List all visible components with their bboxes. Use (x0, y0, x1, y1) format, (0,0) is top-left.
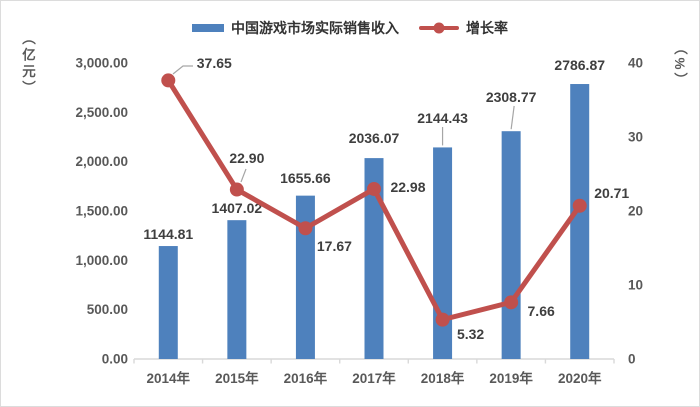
right-axis-title: （%） (672, 41, 687, 90)
x-axis-category-label: 2016年 (284, 370, 328, 386)
bar-value-label: 2144.43 (417, 110, 468, 126)
left-axis-tick-label: 3,000.00 (75, 56, 128, 71)
left-axis-title: （亿元） (20, 31, 35, 97)
line-value-label: 22.90 (229, 150, 264, 166)
legend-label-growth: 增长率 (466, 20, 508, 36)
line-label-leader (172, 65, 193, 75)
bar-value-label: 2036.07 (349, 130, 400, 146)
bar-value-label: 2786.87 (554, 57, 605, 73)
bar-value-label: 1407.02 (212, 200, 263, 216)
right-axis-tick-label: 20 (628, 204, 643, 219)
x-axis-category-label: 2020年 (558, 370, 602, 386)
left-axis-tick-label: 1,000.00 (75, 253, 128, 268)
line-label-leader (240, 168, 247, 183)
bar-2018年 (433, 147, 453, 359)
line-value-label: 22.98 (390, 179, 425, 195)
line-series-marker-icon (433, 22, 445, 34)
line-value-label: 37.65 (197, 55, 232, 71)
legend: 中国游戏市场实际销售收入 增长率 (1, 18, 699, 38)
bar-value-label: 2308.77 (486, 89, 537, 105)
left-axis-tick-label: 2,000.00 (75, 154, 128, 169)
bar-value-label: 1144.81 (143, 226, 193, 242)
legend-item-growth: 增长率 (419, 18, 508, 38)
right-axis-tick-label: 40 (628, 56, 643, 71)
x-axis-category-label: 2018年 (421, 370, 465, 386)
line-marker-2020年 (572, 198, 587, 213)
left-axis-tick-label: 500.00 (87, 302, 128, 317)
x-axis-category-label: 2014年 (147, 370, 191, 386)
bar-2015年 (227, 220, 247, 359)
bar-2014年 (158, 246, 178, 359)
line-marker-2014年 (161, 73, 176, 88)
right-axis-tick-label: 30 (628, 130, 643, 145)
legend-item-revenue: 中国游戏市场实际销售收入 (192, 18, 399, 38)
line-value-label: 7.66 (528, 303, 555, 319)
line-series-swatch (419, 22, 459, 34)
x-axis-category-label: 2015年 (215, 370, 259, 386)
legend-label-revenue: 中国游戏市场实际销售收入 (231, 20, 399, 36)
line-marker-2017年 (367, 181, 381, 196)
x-axis-category-label: 2017年 (352, 370, 396, 386)
bar-label-leader (510, 105, 515, 130)
bar-value-label: 1655.66 (280, 170, 331, 186)
left-axis-tick-label: 2,500.00 (75, 105, 128, 120)
left-axis-tick-label: 0.00 (102, 352, 128, 367)
line-marker-2019年 (504, 295, 519, 310)
bar-2017年 (364, 158, 384, 359)
right-axis-tick-label: 0 (628, 352, 636, 367)
line-marker-2018年 (435, 312, 450, 327)
line-value-label: 5.32 (457, 326, 484, 342)
right-axis-tick-label: 10 (628, 278, 643, 293)
bar-2019年 (501, 131, 521, 359)
left-axis-tick-label: 1,500.00 (75, 204, 128, 219)
bar-2016年 (295, 195, 315, 359)
line-marker-2015年 (229, 182, 244, 197)
x-axis-category-label: 2019年 (489, 370, 533, 386)
line-value-label: 20.71 (594, 185, 629, 201)
line-value-label: 17.67 (317, 238, 352, 254)
line-marker-2016年 (298, 221, 313, 236)
bar-2020年 (570, 84, 590, 360)
bar-series-swatch (192, 24, 224, 32)
